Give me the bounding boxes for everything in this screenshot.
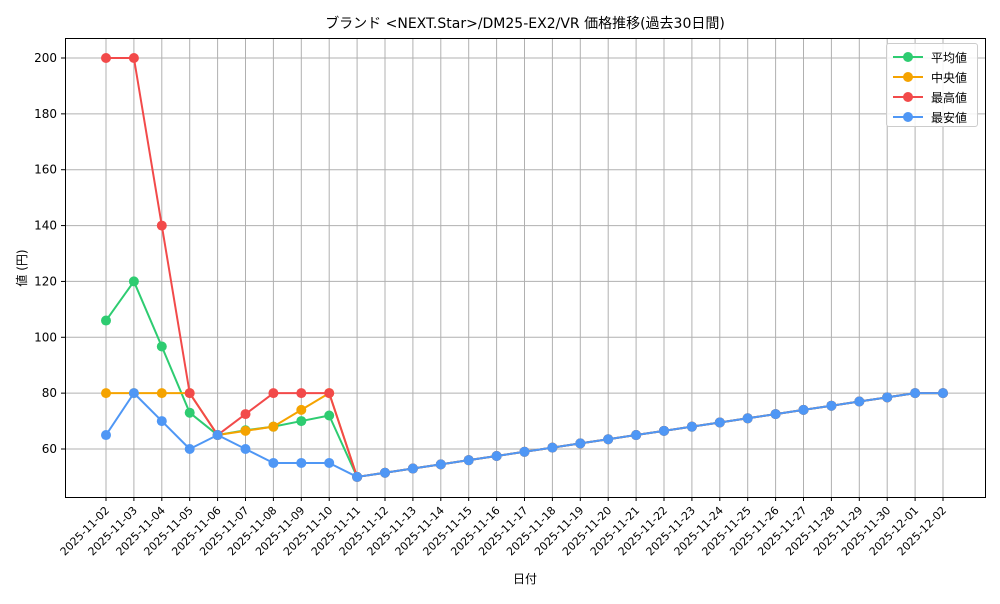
legend-marker-icon — [903, 112, 913, 122]
data-point-marker — [407, 463, 418, 474]
data-point-marker — [156, 388, 167, 399]
data-point-marker — [128, 388, 139, 399]
y-tick-label: 100 — [34, 330, 57, 344]
data-point-marker — [101, 430, 111, 441]
data-point-marker — [296, 457, 307, 468]
data-point-marker — [296, 388, 307, 399]
data-point-marker — [826, 400, 837, 411]
data-point-marker — [324, 388, 335, 399]
data-point-marker — [268, 388, 279, 399]
plot-frame — [65, 38, 986, 498]
data-point-marker — [156, 416, 167, 427]
y-tick-label: 200 — [34, 51, 57, 65]
data-point-marker — [128, 276, 139, 287]
data-point-marker — [547, 442, 558, 453]
data-point-marker — [575, 438, 586, 449]
data-point-marker — [519, 446, 530, 457]
data-point-marker — [882, 392, 893, 403]
data-point-marker — [742, 413, 753, 424]
data-point-marker — [686, 421, 697, 432]
data-point-marker — [240, 409, 251, 420]
data-point-marker — [770, 409, 781, 420]
legend-item: 最安値 — [887, 107, 977, 127]
data-point-marker — [184, 444, 195, 454]
legend-marker-icon — [903, 92, 913, 102]
data-point-marker — [938, 388, 948, 399]
data-point-marker — [101, 315, 111, 326]
legend-label: 最高値 — [931, 91, 968, 105]
data-point-marker — [798, 404, 809, 415]
y-tick-label: 160 — [34, 163, 57, 177]
data-point-marker — [435, 459, 446, 470]
chart-legend: 平均値中央値最高値最安値 — [886, 43, 978, 127]
data-point-marker — [324, 410, 335, 421]
y-axis: 60 80 100 120 140 160 180 200 — [34, 51, 65, 456]
data-point-marker — [101, 388, 111, 399]
data-point-marker — [603, 434, 614, 445]
y-tick-label: 180 — [34, 107, 57, 121]
data-point-marker — [156, 341, 167, 352]
data-point-marker — [128, 53, 139, 63]
data-point-marker — [910, 388, 921, 399]
chart-title: ブランド <NEXT.Star>/DM25-EX2/VR 価格推移(過去30日間… — [325, 15, 725, 32]
data-point-marker — [240, 444, 251, 454]
legend-label: 最安値 — [931, 111, 968, 125]
data-point-marker — [212, 430, 223, 441]
legend-item: 最高値 — [887, 87, 977, 107]
data-point-marker — [491, 450, 502, 461]
data-point-marker — [352, 471, 363, 482]
series-3 — [101, 388, 948, 482]
data-point-marker — [854, 396, 865, 407]
data-point-marker — [240, 425, 251, 436]
y-tick-label: 120 — [34, 274, 57, 288]
data-point-marker — [184, 388, 195, 399]
data-point-marker — [268, 457, 279, 468]
data-point-marker — [296, 416, 307, 427]
data-point-marker — [714, 417, 725, 428]
data-point-marker — [101, 53, 111, 63]
legend-marker-icon — [903, 72, 913, 82]
data-point-marker — [268, 421, 279, 432]
data-point-marker — [631, 430, 642, 441]
data-point-marker — [324, 457, 335, 468]
data-point-marker — [296, 404, 307, 415]
data-series — [101, 53, 948, 482]
legend-item: 平均値 — [887, 47, 977, 67]
legend-label: 中央値 — [931, 71, 968, 85]
data-point-marker — [463, 455, 474, 466]
data-point-marker — [184, 407, 195, 418]
y-tick-label: 60 — [42, 442, 57, 456]
legend-label: 平均値 — [931, 51, 968, 65]
x-axis: 2025-11-022025-11-032025-11-042025-11-05… — [58, 497, 949, 558]
y-tick-label: 80 — [42, 386, 57, 400]
legend-item: 中央値 — [887, 67, 977, 87]
y-tick-label: 140 — [34, 219, 57, 233]
legend-marker-icon — [903, 52, 913, 62]
data-point-marker — [659, 425, 669, 436]
data-point-marker — [380, 467, 390, 478]
data-point-marker — [156, 220, 167, 231]
y-axis-label: 値 (円) — [14, 249, 29, 286]
grid-lines — [65, 38, 985, 497]
x-axis-label: 日付 — [513, 572, 537, 586]
